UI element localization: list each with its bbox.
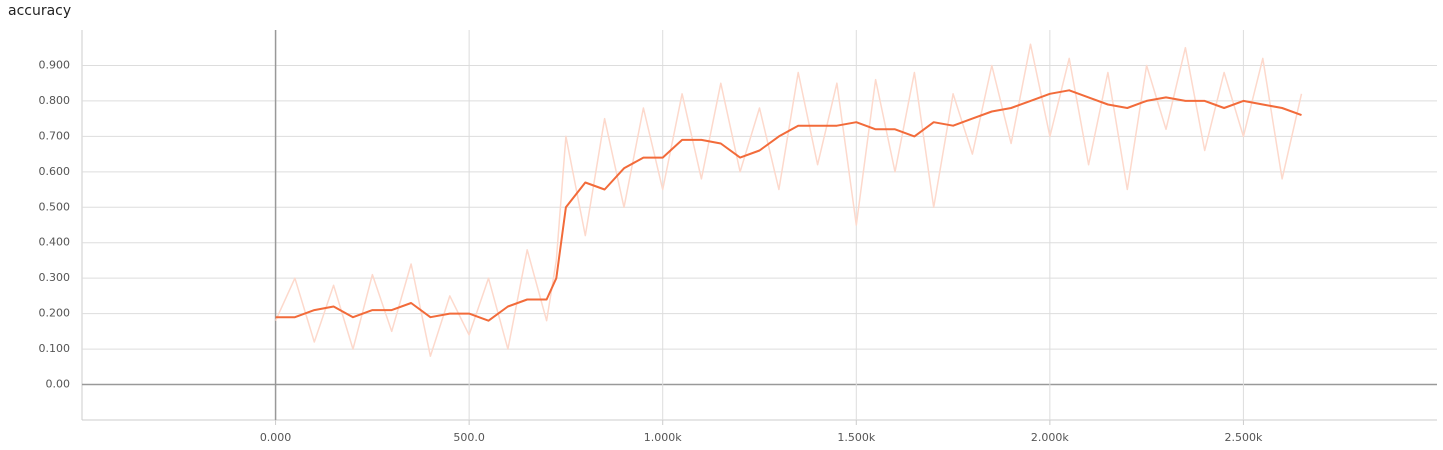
- y-tick-label: 0.300: [39, 271, 71, 284]
- x-tick-label: 1.000k: [644, 431, 682, 444]
- series-line: [274, 43, 1303, 357]
- x-tick-label: 1.500k: [837, 431, 875, 444]
- x-tick-label: 2.500k: [1224, 431, 1262, 444]
- y-tick-label: 0.600: [39, 165, 71, 178]
- y-tick-label: 0.800: [39, 94, 71, 107]
- y-tick-label: 0.200: [39, 307, 71, 320]
- x-tick-label: 0.000: [260, 431, 292, 444]
- series-line: [275, 89, 1302, 322]
- y-tick-label: 0.400: [39, 236, 71, 249]
- y-tick-label: 0.900: [39, 58, 71, 71]
- chart-title: accuracy: [8, 3, 71, 19]
- x-tick-label: 500.0: [453, 431, 485, 444]
- y-tick-label: 0.500: [39, 200, 71, 213]
- x-tick-label: 2.000k: [1031, 431, 1069, 444]
- y-tick-label: 0.700: [39, 129, 71, 142]
- y-tick-label: 0.100: [39, 342, 71, 355]
- y-tick-label: 0.00: [46, 378, 71, 391]
